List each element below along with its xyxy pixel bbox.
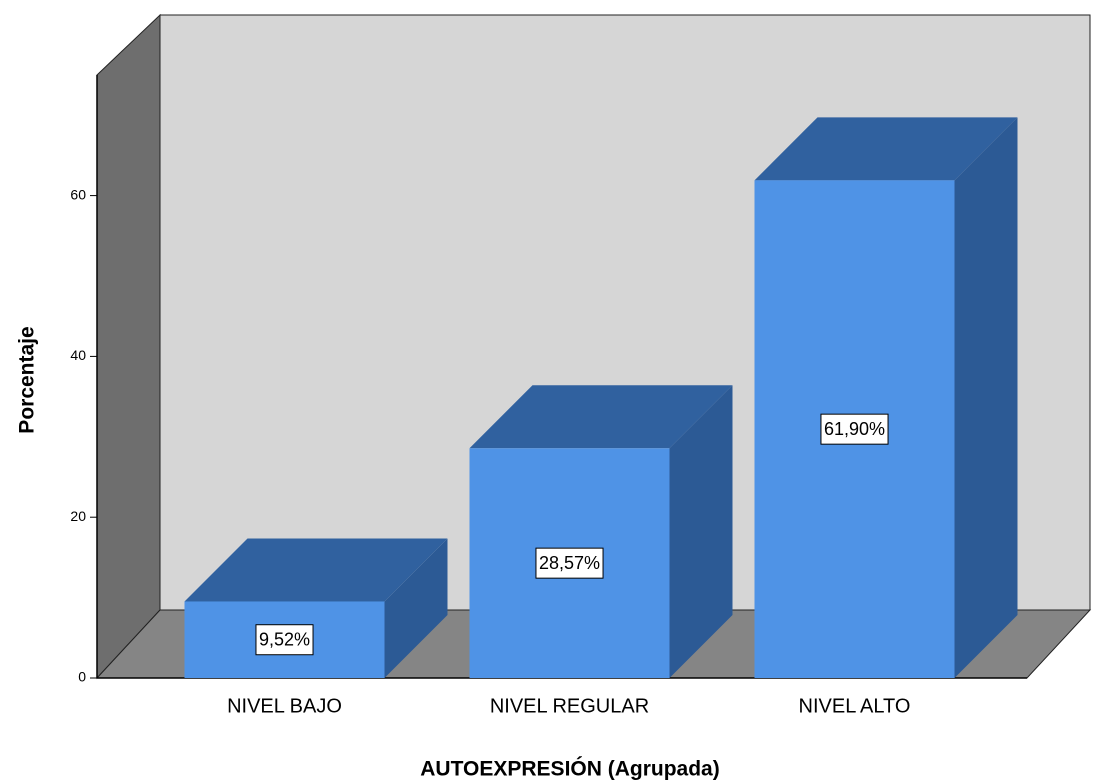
x-tick-label: NIVEL ALTO [799, 695, 911, 717]
bar-side [954, 117, 1018, 679]
bar-top [184, 538, 448, 602]
value-label: 28,57% [539, 553, 600, 573]
y-axis-title: Porcentaje [16, 326, 39, 433]
bar-top [469, 385, 733, 449]
y-tick-label: 20 [70, 508, 86, 524]
value-label-box [820, 413, 889, 445]
value-label: 9,52% [259, 629, 310, 649]
value-label-box [255, 624, 314, 656]
left-wall [96, 13, 161, 680]
value-label-box [535, 547, 604, 579]
value-label: 61,90% [824, 419, 885, 439]
y-tick-label: 40 [70, 347, 86, 363]
y-tick-label: 60 [70, 186, 86, 202]
y-tick-label: 0 [78, 669, 86, 685]
x-axis-title: AUTOEXPRESIÓN (Agrupada) [420, 757, 719, 781]
bar-top [754, 117, 1018, 181]
bar-side [384, 538, 448, 678]
x-tick-label: NIVEL REGULAR [490, 695, 649, 717]
x-tick-label: NIVEL BAJO [227, 695, 342, 717]
bar-side [669, 385, 733, 678]
